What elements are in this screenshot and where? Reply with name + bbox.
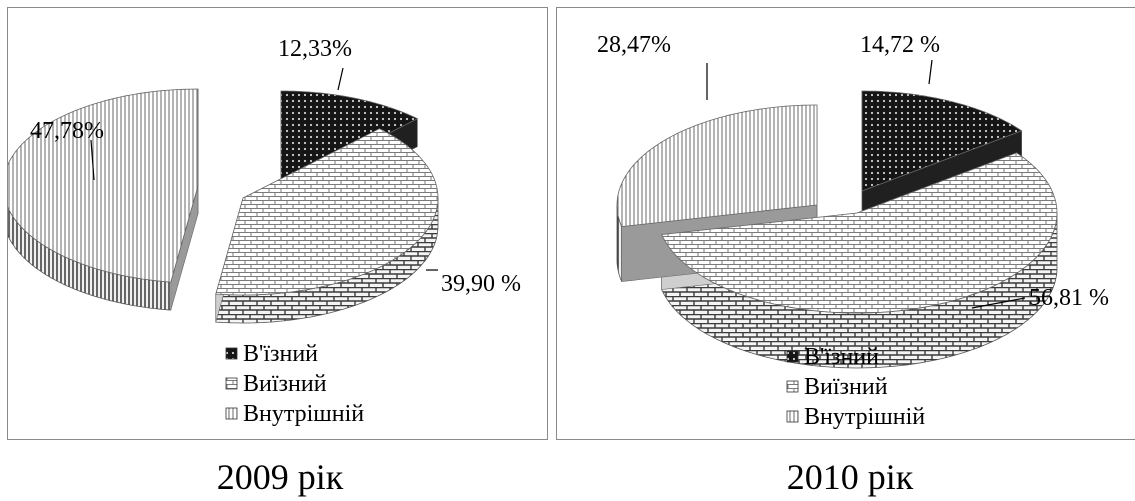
pie-slice-вїзний bbox=[861, 90, 1023, 192]
legend-item: Виїзний bbox=[225, 371, 327, 397]
pie-chart-2009: 12,33% 39,90 % 47,78% В'їзний Виїзний Внутріш… bbox=[8, 36, 521, 427]
data-label: 14,72 % bbox=[860, 32, 940, 58]
pie-tops bbox=[8, 88, 439, 296]
legend-swatch bbox=[225, 347, 238, 360]
data-label: 39,90 % bbox=[441, 271, 521, 297]
pie-chart-2010-panel: 14,72 % 56,81 % 28,47% В'їзний Виїзний Внутрі… bbox=[556, 7, 1135, 440]
legend-item: В'їзний bbox=[225, 341, 318, 367]
legend-swatch bbox=[225, 377, 238, 390]
pie-slice-внутрішній bbox=[616, 104, 818, 228]
leader-line bbox=[90, 139, 95, 181]
data-label: 56,81 % bbox=[1029, 285, 1109, 311]
legend-swatch bbox=[786, 350, 799, 363]
leader-line bbox=[971, 297, 1026, 309]
pie-slice-внутрішній bbox=[8, 88, 199, 283]
pie-chart-2009-panel: 12,33% 39,90 % 47,78% В'їзний Виїзний Внутріш… bbox=[7, 7, 548, 440]
pie-chart-2010: 14,72 % 56,81 % 28,47% В'їзний Виїзний Внутрі… bbox=[597, 32, 1109, 430]
legend-swatch bbox=[786, 410, 799, 423]
legend-label: Внутрішній bbox=[804, 404, 925, 430]
legend-label: В'їзний bbox=[243, 341, 318, 367]
legend-swatch bbox=[225, 407, 238, 420]
legend-label: Внутрішній bbox=[243, 401, 364, 427]
caption-2010: 2010 рік bbox=[786, 457, 914, 497]
leader-line bbox=[928, 59, 933, 85]
legend-item: В'їзний bbox=[786, 344, 879, 370]
legend-item: Внутрішній bbox=[786, 404, 925, 430]
legend-label: В'їзний bbox=[804, 344, 879, 370]
caption-2009: 2009 рік bbox=[216, 457, 344, 497]
data-label: 28,47% bbox=[597, 32, 671, 58]
pie-slice-виїзний bbox=[215, 128, 439, 296]
pie-slice-виїзний bbox=[661, 152, 1058, 314]
legend-label: Виїзний bbox=[804, 374, 888, 400]
pie-tops bbox=[616, 90, 1058, 314]
legend-label: Виїзний bbox=[243, 371, 327, 397]
legend-swatch bbox=[786, 380, 799, 393]
legend-item: Внутрішній bbox=[225, 401, 364, 427]
data-label: 12,33% bbox=[278, 36, 352, 62]
data-label: 47,78% bbox=[30, 118, 104, 144]
legend-item: Виїзний bbox=[786, 374, 888, 400]
leader-line bbox=[337, 67, 344, 91]
